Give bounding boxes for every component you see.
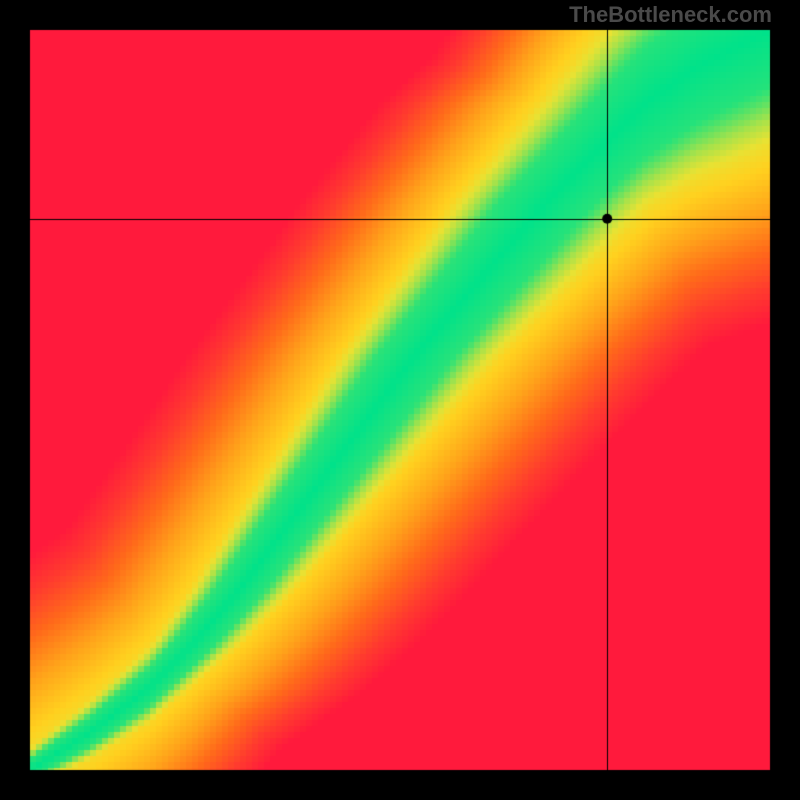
chart-container: TheBottleneck.com [0, 0, 800, 800]
watermark-text: TheBottleneck.com [569, 2, 772, 28]
bottleneck-heatmap [0, 0, 800, 800]
